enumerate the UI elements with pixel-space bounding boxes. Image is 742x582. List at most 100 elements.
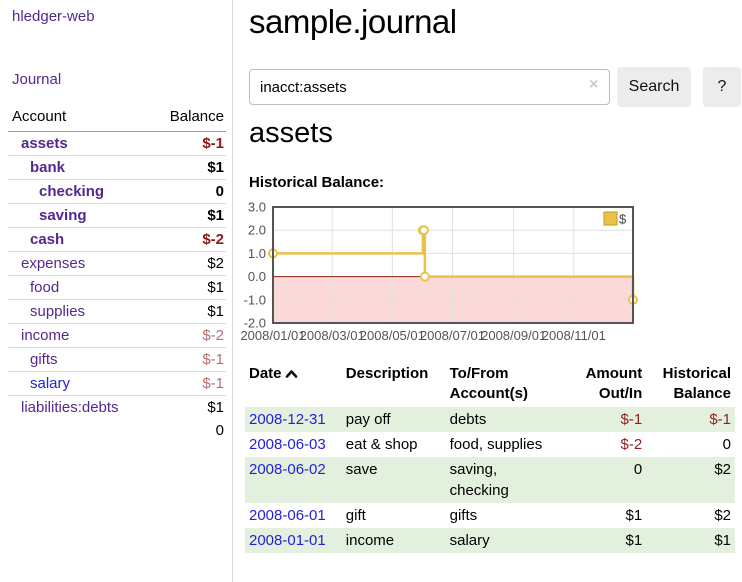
sidebar-account-row: liabilities:debts $1 [8,395,226,419]
transaction-description: save [345,461,378,478]
transaction-accounts: debts [449,411,487,428]
svg-text:2008/11/01: 2008/11/01 [542,328,606,343]
transaction-date-link[interactable]: 2008-06-02 [249,461,326,478]
svg-text:2.0: 2.0 [248,223,266,238]
accounts-header-row: Account Balance [8,104,226,132]
main-content: sample.journal × Search ? assets Histori… [233,0,742,582]
account-page-title: assets [249,117,333,149]
data-point-marker [419,271,430,282]
accounts-total-row: 0 [8,419,226,442]
account-link-cash[interactable]: cash [30,231,65,248]
sidebar-account-row: food $1 [8,275,226,300]
account-link-salary[interactable]: salary [30,375,71,392]
account-balance: $-1 [149,347,226,372]
account-link-assets[interactable]: assets [21,135,68,152]
transaction-balance: $2 [714,461,731,478]
search-input[interactable] [249,69,610,105]
transaction-description: eat & shop [345,436,418,453]
account-link-saving[interactable]: saving [39,207,87,224]
transaction-row: 2008-01-01 income salary $1 $1 [245,528,735,553]
legend-label: $ [619,212,627,227]
register-table: Date Description To/From Account(s) Amount … [245,361,735,553]
account-balance: 0 [149,179,226,204]
account-balance: $1 [149,203,226,228]
transaction-amount: $1 [625,532,643,549]
transaction-description: gift [345,507,366,524]
account-link-food[interactable]: food [30,279,60,296]
app-title-link[interactable]: hledger-web [12,8,95,25]
register-col-amount-out-in[interactable]: Amount Out/In [585,365,643,402]
data-point-marker [418,225,429,236]
register-header-row: Date Description To/From Account(s) Amount … [245,361,735,407]
account-balance: $-2 [149,227,226,252]
search-form: × Search ? [249,67,742,107]
svg-text:-1.0: -1.0 [244,292,266,307]
sidebar-account-row: assets $-1 [8,132,226,156]
clear-search-icon[interactable]: × [589,76,599,93]
accounts-header-account: Account [8,104,150,132]
account-link-gifts[interactable]: gifts [30,351,58,368]
account-balance: $-1 [202,135,224,152]
sidebar-account-row: expenses $2 [8,251,226,276]
historical-balance-chart: 3.0 2.0 1.0 0.0 -1.0 -2.02008/01/012008/03/01… [240,200,638,343]
transaction-date-link[interactable]: 2008-06-01 [249,507,326,524]
svg-text:2008/03/01: 2008/03/01 [300,328,365,343]
account-balance: $1 [149,395,226,419]
transaction-balance: $-1 [709,411,731,428]
account-balance: $-1 [149,371,226,396]
transaction-balance: 0 [722,436,731,453]
account-link-income[interactable]: income [21,327,70,344]
register-col-description[interactable]: Description [345,365,429,382]
transaction-date-link[interactable]: 2008-01-01 [249,532,326,549]
transaction-balance: $1 [714,532,731,549]
transaction-description: pay off [345,411,391,428]
account-balance: $1 [149,299,226,324]
transaction-description: income [345,532,395,549]
sidebar-account-row: cash $-2 [8,227,226,252]
svg-text:0.0: 0.0 [248,269,266,284]
sidebar-account-row: bank $1 [8,155,226,180]
sidebar-item-journal[interactable]: Journal [12,71,62,88]
transaction-row: 2008-06-03 eat & shop food, supplies $-2 0 [245,432,735,457]
register-col-historical-balance[interactable]: Historical Balance [662,365,731,402]
accounts-table: Account Balance assets $-1 bank $1 checking 0… [8,104,226,442]
accounts-header-balance: Balance [149,104,226,132]
sidebar-account-row: checking 0 [8,179,226,204]
accounts-total-value: 0 [215,422,224,439]
account-balance: $1 [149,155,226,180]
account-link-supplies[interactable]: supplies [30,303,86,320]
transaction-date-link[interactable]: 2008-12-31 [249,411,326,428]
sidebar: hledger-web Journal Account Balance asse… [0,0,233,582]
transaction-amount: 0 [633,461,643,478]
transaction-accounts: saving, checking [449,461,509,499]
sidebar-account-row: gifts $-1 [8,347,226,372]
account-balance: $2 [149,251,226,276]
transaction-accounts: salary [449,532,490,549]
account-link-expenses[interactable]: expenses [21,255,86,272]
register-col-date[interactable]: Date [245,361,342,407]
transaction-row: 2008-06-02 save saving, checking 0 $2 [245,457,735,503]
register-col-to-from-account-s-[interactable]: To/From Account(s) [449,365,528,402]
transaction-accounts: gifts [449,507,478,524]
svg-text:2008/07/01: 2008/07/01 [420,328,485,343]
sidebar-account-row: income $-2 [8,323,226,348]
transaction-balance: $2 [714,507,731,524]
account-link-bank[interactable]: bank [30,159,66,176]
account-balance: $1 [149,275,226,300]
transaction-amount: $-1 [620,411,643,428]
transaction-row: 2008-12-31 pay off debts $-1 $-1 [245,407,735,432]
account-balance: $-2 [149,323,226,348]
svg-text:1.0: 1.0 [248,246,266,261]
account-link-checking[interactable]: checking [39,183,105,200]
search-button[interactable]: Search [617,67,691,107]
chart-title: Historical Balance: [249,174,385,191]
sort-ascending-icon [285,370,297,378]
svg-text:2008/05/01: 2008/05/01 [360,328,425,343]
account-link-liabilities-debts[interactable]: liabilities:debts [21,399,119,416]
sidebar-account-row: saving $1 [8,203,226,228]
transaction-date-link[interactable]: 2008-06-03 [249,436,326,453]
transaction-row: 2008-06-01 gift gifts $1 $2 [245,503,735,528]
help-button[interactable]: ? [703,67,741,107]
sidebar-account-row: supplies $1 [8,299,226,324]
transaction-amount: $1 [625,507,643,524]
